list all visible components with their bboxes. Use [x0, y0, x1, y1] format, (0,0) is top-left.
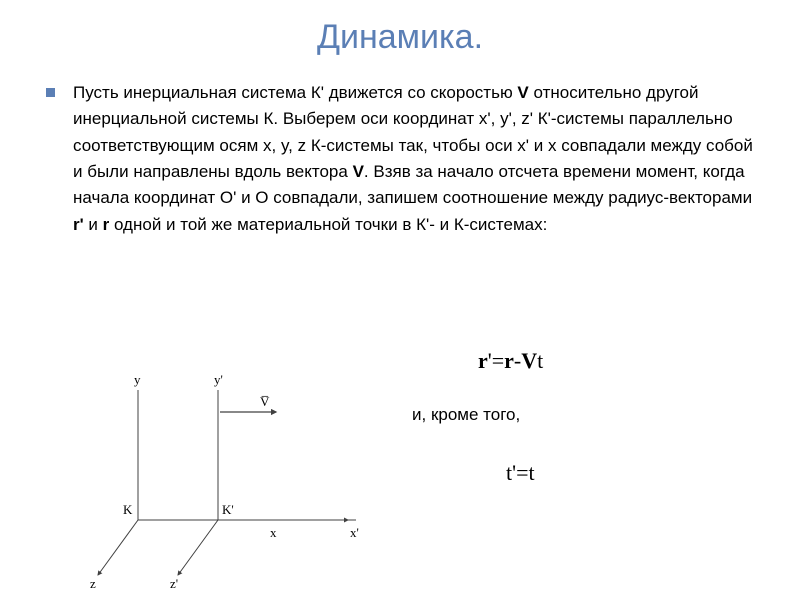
bold-V: V: [517, 83, 528, 102]
bullet-item: Пусть инерциальная система К' движется с…: [46, 80, 762, 238]
axis-yp-label: y': [214, 372, 223, 387]
equation-r: r'=r-Vt: [478, 348, 543, 374]
vector-v-label: V̅: [260, 394, 270, 409]
para-5: одной и той же материальной точки в К'- …: [109, 215, 547, 234]
slide-title: Динамика.: [0, 18, 800, 57]
bold-rp: r': [73, 215, 84, 234]
axis-y-label: y: [134, 372, 141, 387]
additional-text: и, кроме того,: [412, 405, 520, 425]
frame-kp-label: K': [222, 502, 234, 517]
frame-k-label: K: [123, 502, 133, 517]
axis-zp-label: z': [170, 576, 178, 591]
slide-body: Пусть инерциальная система К' движется с…: [46, 80, 762, 238]
bold-V2: V: [353, 162, 364, 181]
para-1: Пусть инерциальная система К' движется с…: [73, 83, 517, 102]
axis-xp-label: x': [350, 525, 359, 540]
para-4: и: [84, 215, 103, 234]
bullet-icon: [46, 88, 55, 97]
equation-t: t'=t: [506, 460, 535, 486]
slide: Динамика. Пусть инерциальная система К' …: [0, 0, 800, 600]
axis-x-label: x: [270, 525, 277, 540]
paragraph-text: Пусть инерциальная система К' движется с…: [73, 80, 762, 238]
axis-z-label: z: [90, 576, 96, 591]
coordinate-diagram: y x z K y' x' z' K' V̅: [88, 370, 388, 590]
